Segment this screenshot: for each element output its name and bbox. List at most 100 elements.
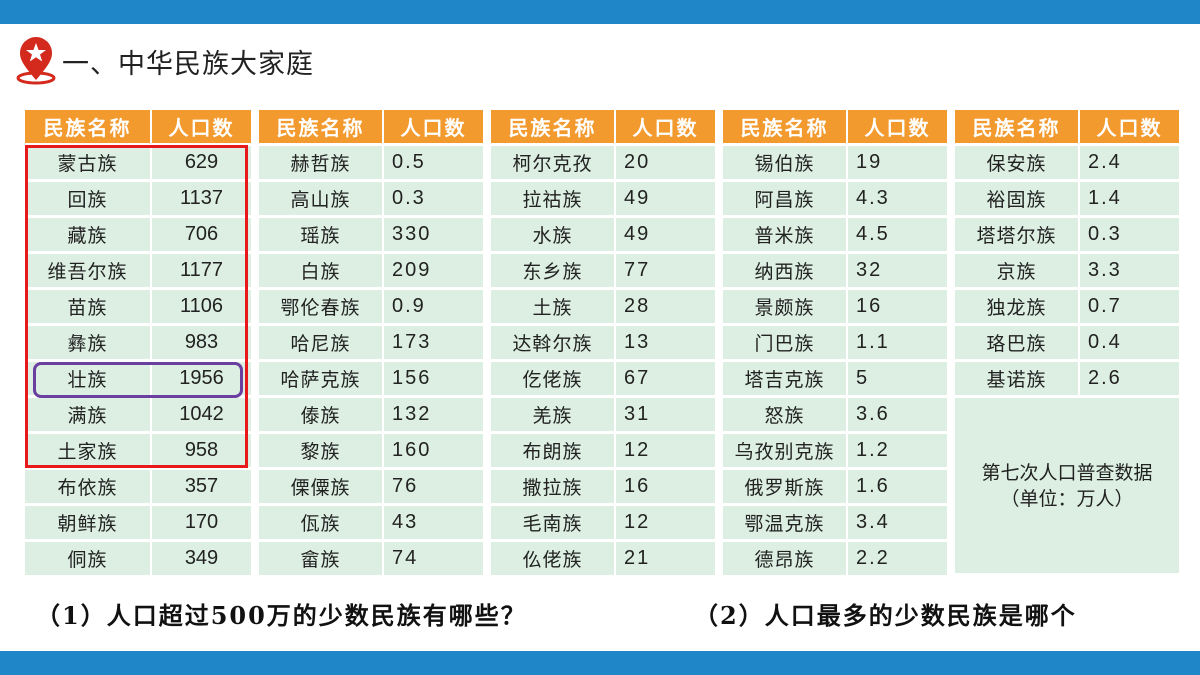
table-row: 德昂族 2.2 — [723, 542, 947, 575]
table-row: 畲族 74 — [259, 542, 483, 575]
population-value: 2.6 — [1080, 362, 1179, 395]
table-row: 赫哲族 0.5 — [259, 146, 483, 179]
ethnic-group-name: 景颇族 — [723, 290, 846, 323]
column-header-name: 民族名称 — [25, 110, 150, 143]
column-header-population: 人口数 — [848, 110, 947, 143]
population-value: 0.5 — [384, 146, 483, 179]
ethnic-group-name: 鄂温克族 — [723, 506, 846, 539]
table-row: 柯尔克孜 20 — [491, 146, 715, 179]
population-value: 19 — [848, 146, 947, 179]
ethnic-group-name: 瑶族 — [259, 218, 382, 251]
ethnic-group-name: 赫哲族 — [259, 146, 382, 179]
population-value: 349 — [152, 542, 251, 575]
ethnic-group-name: 珞巴族 — [955, 326, 1078, 359]
question-2: （2）人口最多的少数民族是哪个 — [694, 601, 1077, 630]
table-row: 门巴族 1.1 — [723, 326, 947, 359]
population-value: 16 — [616, 470, 715, 503]
table-row: 土家族 958 — [25, 434, 251, 467]
ethnic-group-name: 阿昌族 — [723, 182, 846, 215]
ethnic-group-name: 白族 — [259, 254, 382, 287]
table-row: 仫佬族 21 — [491, 542, 715, 575]
population-value: 49 — [616, 218, 715, 251]
ethnic-group-name: 高山族 — [259, 182, 382, 215]
table-row: 珞巴族 0.4 — [955, 326, 1179, 359]
ethnic-group-name: 傈僳族 — [259, 470, 382, 503]
population-value: 43 — [384, 506, 483, 539]
table-row: 达斡尔族 13 — [491, 326, 715, 359]
table-row: 哈萨克族 156 — [259, 362, 483, 395]
table-row: 塔吉克族 5 — [723, 362, 947, 395]
column-header-name: 民族名称 — [259, 110, 382, 143]
population-value: 76 — [384, 470, 483, 503]
ethnic-group-name: 畲族 — [259, 542, 382, 575]
population-value: 156 — [384, 362, 483, 395]
population-value: 1.6 — [848, 470, 947, 503]
column-header-name: 民族名称 — [491, 110, 614, 143]
column-header-population: 人口数 — [616, 110, 715, 143]
table-row: 俄罗斯族 1.6 — [723, 470, 947, 503]
table-row: 苗族 1106 — [25, 290, 251, 323]
ethnic-group-name: 门巴族 — [723, 326, 846, 359]
ethnic-group-name: 彝族 — [25, 326, 150, 359]
column-header-population: 人口数 — [1080, 110, 1179, 143]
table-row: 鄂温克族 3.4 — [723, 506, 947, 539]
population-value: 20 — [616, 146, 715, 179]
table-row: 鄂伦春族 0.9 — [259, 290, 483, 323]
population-value: 4.3 — [848, 182, 947, 215]
ethnic-group-name: 土家族 — [25, 434, 150, 467]
ethnic-group-name: 哈尼族 — [259, 326, 382, 359]
population-value: 2.2 — [848, 542, 947, 575]
population-value: 357 — [152, 470, 251, 503]
table-row: 土族 28 — [491, 290, 715, 323]
census-note-line2: （单位：万人） — [1000, 487, 1134, 510]
bottom-bar — [0, 651, 1200, 675]
location-pin-star-icon — [14, 36, 58, 86]
table-row: 阿昌族 4.3 — [723, 182, 947, 215]
ethnic-group-name: 傣族 — [259, 398, 382, 431]
ethnic-group-name: 塔吉克族 — [723, 362, 846, 395]
table-row: 壮族 1956 — [25, 362, 251, 395]
population-value: 12 — [616, 506, 715, 539]
population-value: 0.9 — [384, 290, 483, 323]
population-table-3: 民族名称 人口数 柯尔克孜 20 拉祜族 49 水族 49 东乡族 77 土族 28 达斡尔族 13 仡… — [491, 107, 715, 578]
table-row: 布朗族 12 — [491, 434, 715, 467]
table-row: 回族 1137 — [25, 182, 251, 215]
column-header-name: 民族名称 — [723, 110, 846, 143]
ethnic-group-name: 基诺族 — [955, 362, 1078, 395]
ethnic-group-name: 拉祜族 — [491, 182, 614, 215]
page-title: 一、中华民族大家庭 — [62, 48, 314, 80]
population-value: 3.4 — [848, 506, 947, 539]
ethnic-group-name: 俄罗斯族 — [723, 470, 846, 503]
ethnic-group-name: 德昂族 — [723, 542, 846, 575]
population-value: 2.4 — [1080, 146, 1179, 179]
population-value: 21 — [616, 542, 715, 575]
ethnic-group-name: 怒族 — [723, 398, 846, 431]
table-row: 景颇族 16 — [723, 290, 947, 323]
ethnic-group-name: 保安族 — [955, 146, 1078, 179]
table-row: 拉祜族 49 — [491, 182, 715, 215]
ethnic-group-name: 满族 — [25, 398, 150, 431]
population-value: 173 — [384, 326, 483, 359]
ethnic-group-name: 东乡族 — [491, 254, 614, 287]
population-value: 958 — [152, 434, 251, 467]
ethnic-group-name: 裕固族 — [955, 182, 1078, 215]
population-value: 13 — [616, 326, 715, 359]
table-row: 裕固族 1.4 — [955, 182, 1179, 215]
table-row: 彝族 983 — [25, 326, 251, 359]
ethnic-group-name: 普米族 — [723, 218, 846, 251]
table-row: 仡佬族 67 — [491, 362, 715, 395]
population-value: 0.4 — [1080, 326, 1179, 359]
ethnic-group-name: 布依族 — [25, 470, 150, 503]
census-note: 第七次人口普查数据 （单位：万人） — [955, 398, 1179, 573]
ethnic-group-name: 哈萨克族 — [259, 362, 382, 395]
ethnic-group-name: 京族 — [955, 254, 1078, 287]
population-value: 706 — [152, 218, 251, 251]
population-value: 330 — [384, 218, 483, 251]
ethnic-group-name: 仡佬族 — [491, 362, 614, 395]
highlight-over-5-million — [25, 145, 248, 468]
population-value: 31 — [616, 398, 715, 431]
column-header-population: 人口数 — [152, 110, 251, 143]
column-header-name: 民族名称 — [955, 110, 1078, 143]
table-row: 怒族 3.6 — [723, 398, 947, 431]
ethnic-group-name: 回族 — [25, 182, 150, 215]
